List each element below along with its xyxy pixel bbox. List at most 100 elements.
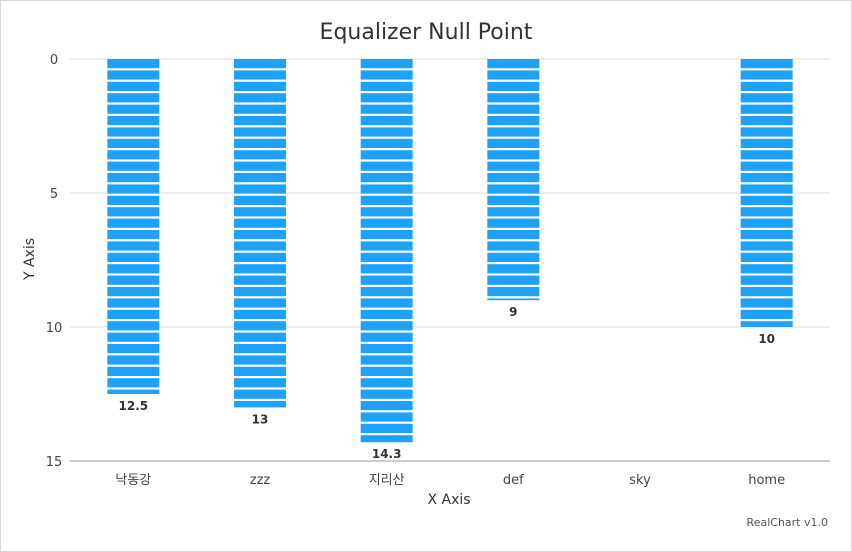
chart-title: Equalizer Null Point xyxy=(319,20,533,45)
bar-segment xyxy=(107,321,160,331)
bar-segment xyxy=(234,173,286,183)
bar-segment xyxy=(234,332,286,342)
bar-segment xyxy=(487,59,540,69)
bar-segment xyxy=(487,241,540,251)
bar-segment xyxy=(107,366,160,376)
bar-segment xyxy=(487,207,540,217)
bar-segment xyxy=(740,195,793,205)
bar-segment xyxy=(107,287,160,297)
bar-segment xyxy=(740,70,793,80)
bar-segment xyxy=(360,435,413,443)
bar-segment xyxy=(107,207,160,217)
bar-segment xyxy=(360,287,413,297)
bar-segment xyxy=(360,412,413,422)
bar[interactable] xyxy=(234,59,286,408)
bar-segment xyxy=(107,195,160,205)
bar-segment xyxy=(234,207,286,217)
bar-segment xyxy=(107,184,160,194)
bar-segment xyxy=(107,378,160,388)
bar-segment xyxy=(740,241,793,251)
bar-segment xyxy=(107,161,160,171)
bar-segment xyxy=(487,81,540,91)
bar-segment xyxy=(487,70,540,80)
bar-segment xyxy=(360,150,413,160)
bar-segment xyxy=(234,252,286,262)
bar-segment xyxy=(107,127,160,137)
bar[interactable] xyxy=(487,59,540,301)
bar-segment xyxy=(487,275,540,285)
bar-segment xyxy=(234,70,286,80)
bar-segment xyxy=(740,309,793,319)
bar-segment xyxy=(487,264,540,274)
bar-segment xyxy=(107,344,160,354)
data-label: 14.3 xyxy=(372,447,402,461)
y-tick-label: 10 xyxy=(46,321,63,336)
bar-segment xyxy=(234,104,286,114)
bar-segment xyxy=(234,401,286,408)
bar-segment xyxy=(487,252,540,262)
bar-segment xyxy=(360,389,413,399)
bar-segment xyxy=(107,116,160,126)
credits-label[interactable]: RealChart v1.0 xyxy=(746,516,828,529)
bar-segment xyxy=(740,161,793,171)
bar-segment xyxy=(234,275,286,285)
bar-segment xyxy=(107,332,160,342)
bar-segment xyxy=(107,150,160,160)
bar-segment xyxy=(360,275,413,285)
bar-segment xyxy=(487,127,540,137)
bar-segment xyxy=(107,252,160,262)
bar-segment xyxy=(234,184,286,194)
bar-segment xyxy=(234,321,286,331)
bar-segment xyxy=(487,93,540,103)
bar-segment xyxy=(360,309,413,319)
bar-segment xyxy=(740,184,793,194)
bar-segment xyxy=(234,116,286,126)
bar-segment xyxy=(107,173,160,183)
bar-segment xyxy=(740,252,793,262)
bar-segment xyxy=(107,264,160,274)
bar-segment xyxy=(360,173,413,183)
data-label: 9 xyxy=(509,305,517,319)
bar-segment xyxy=(234,366,286,376)
bar-segment xyxy=(234,161,286,171)
bar-segment xyxy=(360,230,413,240)
bar-segment xyxy=(107,241,160,251)
bar-segment xyxy=(234,150,286,160)
bar-segment xyxy=(740,207,793,217)
bar-segment xyxy=(740,275,793,285)
bar-segment xyxy=(107,70,160,80)
x-tick-label: def xyxy=(503,473,524,488)
bar-segment xyxy=(487,218,540,228)
bar-segment xyxy=(740,127,793,137)
bar[interactable] xyxy=(360,59,413,443)
bar-segment xyxy=(360,207,413,217)
bar-segment xyxy=(234,378,286,388)
bar-segment xyxy=(740,138,793,148)
bar-segment xyxy=(740,321,793,327)
bar-segment xyxy=(360,184,413,194)
bar-segment xyxy=(740,59,793,69)
x-axis-title: X Axis xyxy=(427,492,471,508)
bar[interactable] xyxy=(740,59,793,327)
bar-segment xyxy=(360,423,413,433)
y-tick-label: 5 xyxy=(50,187,58,202)
bar-segment xyxy=(107,138,160,148)
bar-segment xyxy=(360,321,413,331)
bar-segment xyxy=(740,298,793,308)
bar-segment xyxy=(487,138,540,148)
bar-segment xyxy=(740,104,793,114)
bar-segment xyxy=(234,81,286,91)
bar-segment xyxy=(360,104,413,114)
bar-segment xyxy=(107,389,160,394)
bar-segment xyxy=(740,93,793,103)
bar-segment xyxy=(487,230,540,240)
x-tick-label: 지리산 xyxy=(369,473,405,488)
bar-segment xyxy=(234,264,286,274)
bar-segment xyxy=(234,298,286,308)
bar-segment xyxy=(234,59,286,69)
bar-segment xyxy=(487,104,540,114)
bar-segment xyxy=(360,195,413,205)
y-tick-label: 15 xyxy=(46,455,63,470)
bar-segment xyxy=(740,264,793,274)
bar[interactable] xyxy=(107,59,160,394)
